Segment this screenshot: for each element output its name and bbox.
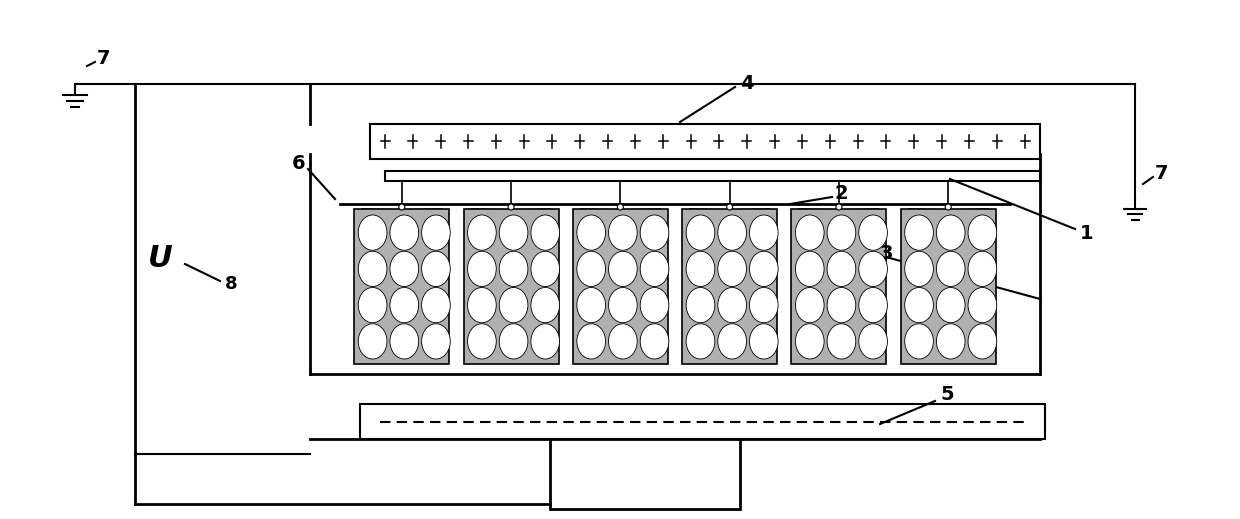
Ellipse shape <box>531 251 559 286</box>
Ellipse shape <box>718 251 746 286</box>
Text: 5: 5 <box>940 385 954 403</box>
Ellipse shape <box>500 324 528 359</box>
Ellipse shape <box>609 288 637 323</box>
Ellipse shape <box>859 324 888 359</box>
Ellipse shape <box>859 251 888 286</box>
Ellipse shape <box>531 215 559 250</box>
Bar <box>370 124 1040 159</box>
Bar <box>791 209 887 364</box>
Ellipse shape <box>422 288 450 323</box>
Ellipse shape <box>577 215 605 250</box>
Ellipse shape <box>640 251 668 286</box>
Circle shape <box>836 204 842 210</box>
Ellipse shape <box>609 215 637 250</box>
Ellipse shape <box>686 288 714 323</box>
Ellipse shape <box>686 251 714 286</box>
Ellipse shape <box>905 215 934 250</box>
Ellipse shape <box>795 215 825 250</box>
Ellipse shape <box>795 288 825 323</box>
Ellipse shape <box>389 215 419 250</box>
Ellipse shape <box>640 288 668 323</box>
Ellipse shape <box>936 251 965 286</box>
Text: 7: 7 <box>1154 165 1168 184</box>
Ellipse shape <box>968 251 997 286</box>
Ellipse shape <box>609 251 637 286</box>
Ellipse shape <box>467 215 496 250</box>
Bar <box>573 209 668 364</box>
Text: U: U <box>148 244 172 274</box>
Ellipse shape <box>467 324 496 359</box>
Bar <box>682 209 777 364</box>
Ellipse shape <box>749 288 779 323</box>
Circle shape <box>508 204 515 210</box>
Ellipse shape <box>827 215 856 250</box>
Circle shape <box>727 204 733 210</box>
Text: 6: 6 <box>291 155 305 173</box>
Ellipse shape <box>859 215 888 250</box>
Bar <box>900 209 996 364</box>
Ellipse shape <box>749 324 779 359</box>
Ellipse shape <box>358 324 387 359</box>
Ellipse shape <box>936 215 965 250</box>
Bar <box>360 404 1045 439</box>
Text: 7: 7 <box>97 49 110 69</box>
Bar <box>384 171 1040 181</box>
Ellipse shape <box>358 288 387 323</box>
Ellipse shape <box>422 251 450 286</box>
Ellipse shape <box>531 324 559 359</box>
Ellipse shape <box>422 215 450 250</box>
Ellipse shape <box>936 288 965 323</box>
Ellipse shape <box>968 324 997 359</box>
Ellipse shape <box>827 324 856 359</box>
Ellipse shape <box>500 288 528 323</box>
Ellipse shape <box>500 251 528 286</box>
Ellipse shape <box>389 324 419 359</box>
Ellipse shape <box>609 324 637 359</box>
Bar <box>464 209 558 364</box>
Bar <box>551 439 740 509</box>
Text: 2: 2 <box>835 184 848 203</box>
Ellipse shape <box>827 288 856 323</box>
Text: 3: 3 <box>880 244 894 264</box>
Ellipse shape <box>467 251 496 286</box>
Ellipse shape <box>718 215 746 250</box>
Ellipse shape <box>795 251 825 286</box>
Ellipse shape <box>718 324 746 359</box>
Text: 4: 4 <box>740 75 754 93</box>
Ellipse shape <box>358 251 387 286</box>
Ellipse shape <box>827 251 856 286</box>
Ellipse shape <box>686 324 714 359</box>
Ellipse shape <box>968 215 997 250</box>
Ellipse shape <box>577 324 605 359</box>
Ellipse shape <box>389 251 419 286</box>
Text: 8: 8 <box>224 275 238 293</box>
Ellipse shape <box>905 288 934 323</box>
Text: 1: 1 <box>1080 225 1094 243</box>
Circle shape <box>945 204 951 210</box>
Ellipse shape <box>859 288 888 323</box>
Ellipse shape <box>640 215 668 250</box>
Ellipse shape <box>500 215 528 250</box>
Ellipse shape <box>467 288 496 323</box>
Ellipse shape <box>936 324 965 359</box>
Ellipse shape <box>358 215 387 250</box>
Ellipse shape <box>531 288 559 323</box>
Ellipse shape <box>389 288 419 323</box>
Ellipse shape <box>422 324 450 359</box>
Circle shape <box>618 204 624 210</box>
Ellipse shape <box>640 324 668 359</box>
Ellipse shape <box>577 251 605 286</box>
Ellipse shape <box>749 251 779 286</box>
Ellipse shape <box>718 288 746 323</box>
Ellipse shape <box>686 215 714 250</box>
Ellipse shape <box>905 251 934 286</box>
Bar <box>355 209 449 364</box>
Ellipse shape <box>905 324 934 359</box>
Ellipse shape <box>795 324 825 359</box>
Circle shape <box>399 204 404 210</box>
Ellipse shape <box>749 215 779 250</box>
Ellipse shape <box>577 288 605 323</box>
Ellipse shape <box>968 288 997 323</box>
